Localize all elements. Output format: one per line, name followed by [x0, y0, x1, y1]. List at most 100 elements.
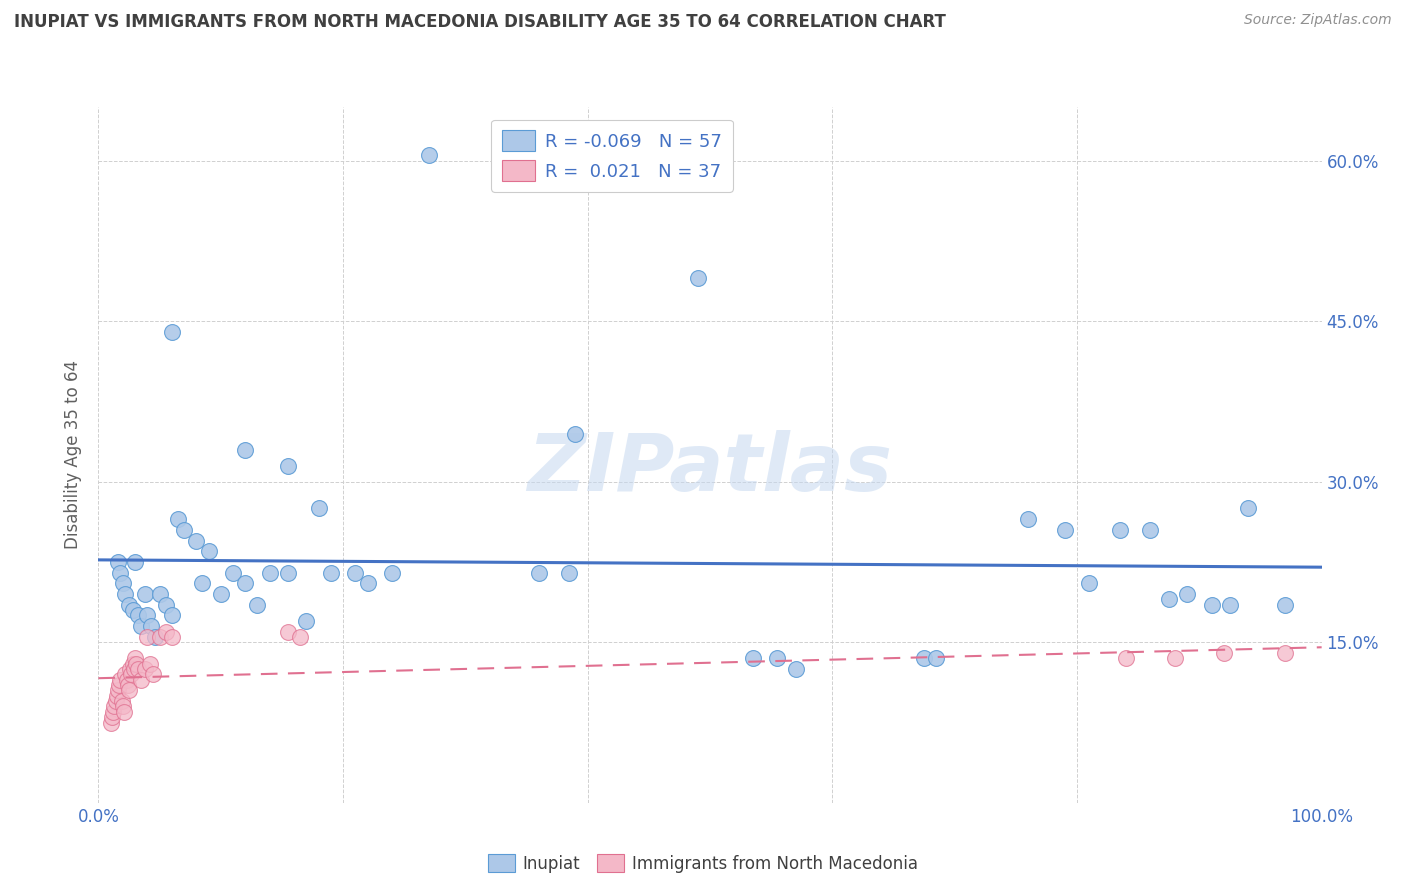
Point	[160, 325, 183, 339]
Point	[143, 630, 166, 644]
Point	[1139, 523, 1161, 537]
Point	[233, 576, 256, 591]
Legend: R = -0.069   N = 57, R =  0.021   N = 37: R = -0.069 N = 57, R = 0.021 N = 37	[491, 120, 733, 192]
Point	[111, 694, 134, 708]
Point	[136, 608, 159, 623]
Point	[104, 694, 127, 708]
Point	[122, 662, 145, 676]
Point	[115, 673, 138, 687]
Point	[1157, 592, 1180, 607]
Point	[139, 657, 162, 671]
Point	[1078, 576, 1101, 591]
Text: ZIPatlas: ZIPatlas	[527, 430, 893, 508]
Point	[111, 576, 134, 591]
Point	[209, 587, 232, 601]
Point	[785, 662, 807, 676]
Point	[107, 555, 129, 569]
Point	[127, 662, 149, 676]
Point	[233, 442, 256, 457]
Point	[246, 598, 269, 612]
Point	[155, 598, 177, 612]
Point	[160, 608, 183, 623]
Point	[155, 624, 177, 639]
Point	[1164, 651, 1187, 665]
Point	[101, 705, 124, 719]
Text: INUPIAT VS IMMIGRANTS FROM NORTH MACEDONIA DISABILITY AGE 35 TO 64 CORRELATION C: INUPIAT VS IMMIGRANTS FROM NORTH MACEDON…	[14, 13, 946, 31]
Point	[149, 630, 172, 644]
Point	[344, 566, 367, 580]
Point	[277, 624, 299, 639]
Point	[912, 651, 935, 665]
Point	[107, 683, 129, 698]
Point	[108, 678, 131, 692]
Point	[381, 566, 404, 580]
Point	[129, 673, 152, 687]
Point	[121, 603, 143, 617]
Point	[124, 651, 146, 665]
Point	[308, 501, 330, 516]
Point	[124, 555, 146, 569]
Point	[527, 566, 550, 580]
Text: Source: ZipAtlas.com: Source: ZipAtlas.com	[1244, 13, 1392, 28]
Point	[114, 587, 136, 601]
Point	[1237, 501, 1260, 516]
Point	[103, 699, 125, 714]
Point	[191, 576, 214, 591]
Point	[1274, 598, 1296, 612]
Point	[111, 699, 134, 714]
Point	[1108, 523, 1130, 537]
Y-axis label: Disability Age 35 to 64: Disability Age 35 to 64	[65, 360, 83, 549]
Point	[142, 667, 165, 681]
Point	[100, 715, 122, 730]
Point	[149, 587, 172, 601]
Point	[1201, 598, 1223, 612]
Point	[1053, 523, 1076, 537]
Point	[139, 619, 162, 633]
Point	[160, 630, 183, 644]
Point	[277, 566, 299, 580]
Point	[197, 544, 219, 558]
Point	[110, 673, 132, 687]
Point	[129, 619, 152, 633]
Point	[118, 598, 141, 612]
Point	[1219, 598, 1241, 612]
Point	[186, 533, 208, 548]
Point	[125, 657, 148, 671]
Point	[114, 667, 136, 681]
Point	[1115, 651, 1137, 665]
Point	[173, 523, 195, 537]
Point	[356, 576, 378, 591]
Point	[1017, 512, 1039, 526]
Point	[121, 657, 143, 671]
Point	[112, 705, 135, 719]
Point	[167, 512, 190, 526]
Point	[134, 587, 156, 601]
Point	[277, 458, 299, 473]
Point	[290, 630, 312, 644]
Point	[1212, 646, 1234, 660]
Point	[134, 662, 156, 676]
Point	[418, 148, 440, 162]
Point	[766, 651, 789, 665]
Point	[558, 566, 581, 580]
Point	[564, 426, 586, 441]
Point	[105, 689, 128, 703]
Point	[1274, 646, 1296, 660]
Point	[222, 566, 245, 580]
Point	[120, 662, 142, 676]
Point	[136, 630, 159, 644]
Point	[259, 566, 281, 580]
Point	[741, 651, 763, 665]
Point	[120, 667, 142, 681]
Point	[101, 710, 124, 724]
Point	[118, 683, 141, 698]
Point	[925, 651, 948, 665]
Point	[1175, 587, 1198, 601]
Point	[117, 678, 139, 692]
Point	[127, 608, 149, 623]
Point	[319, 566, 342, 580]
Point	[110, 566, 132, 580]
Point	[686, 271, 709, 285]
Legend: Inupiat, Immigrants from North Macedonia: Inupiat, Immigrants from North Macedonia	[481, 847, 925, 880]
Point	[295, 614, 318, 628]
